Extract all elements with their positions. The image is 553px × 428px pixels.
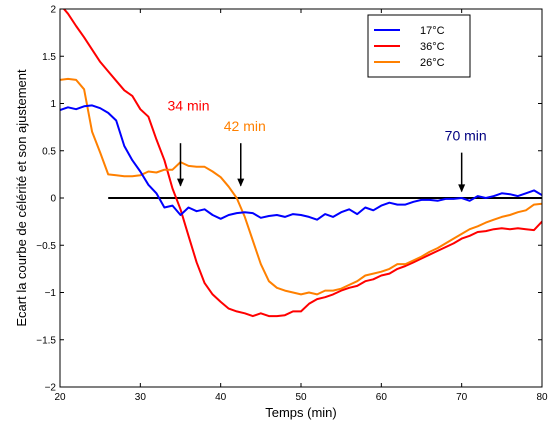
y-tick-label: 0.5 [42,146,56,157]
x-tick-label: 20 [54,392,66,403]
x-axis-label: Temps (min) [265,405,337,420]
x-tick-label: 60 [376,392,388,403]
x-tick-label: 80 [536,392,548,403]
y-tick-label: 1.5 [42,52,56,63]
annotation-label: 34 min [168,97,210,113]
x-tick-label: 70 [456,392,468,403]
annotation-label: 42 min [224,118,266,134]
series-line-36°C [62,9,542,318]
x-tick-label: 40 [215,392,227,403]
x-tick-label: 30 [135,392,147,403]
y-tick-label: −1 [45,288,57,299]
legend-label: 36°C [420,41,445,53]
y-tick-label: −1.5 [36,335,56,346]
y-tick-label: 2 [50,5,56,16]
legend-label: 17°C [420,25,445,37]
annotation-arrowhead [177,178,184,187]
annotation-arrowhead [458,184,466,193]
y-tick-label: −2 [45,383,57,394]
legend: 17°C 36°C 26°C [367,14,471,78]
series-line-17°C [60,104,542,221]
y-tick-label: 0 [50,194,56,205]
legend-label: 26°C [420,57,445,69]
y-tick-label: 1 [50,99,56,110]
annotation-arrowhead [237,178,245,187]
series-line-26°C [60,77,542,296]
annotation-label: 70 min [445,128,487,144]
y-axis-label: Ecart la courbe de célérité et son ajust… [14,69,29,327]
y-tick-label: −0.5 [36,241,56,252]
x-tick-label: 50 [295,392,307,403]
